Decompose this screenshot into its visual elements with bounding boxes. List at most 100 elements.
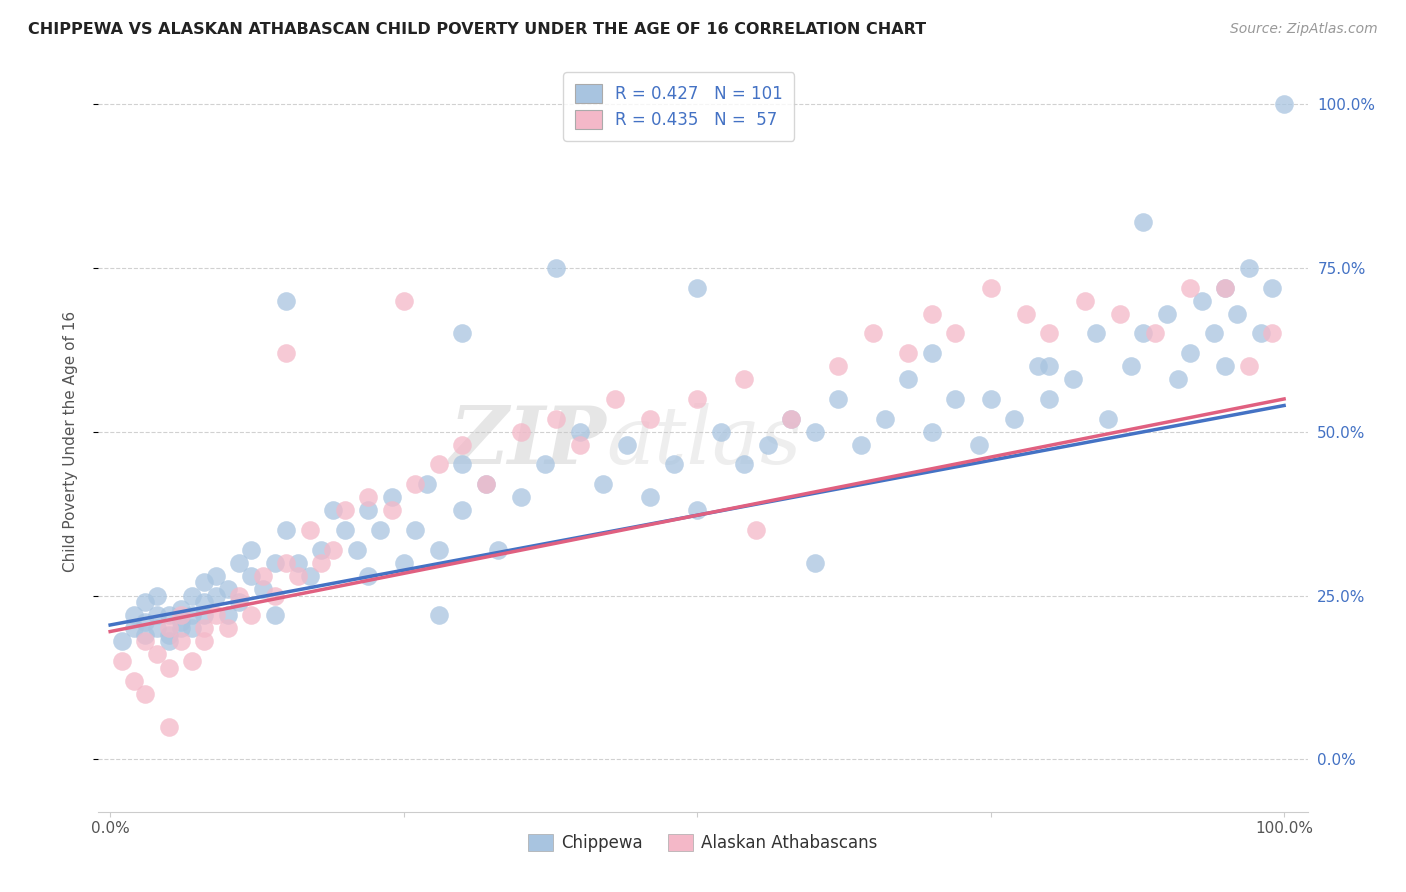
Point [333, 523, 356, 537]
Point [204, 569, 226, 583]
Point [263, 589, 285, 603]
Point [756, 438, 779, 452]
Point [263, 608, 285, 623]
Point [1237, 260, 1260, 275]
Point [181, 589, 204, 603]
Point [193, 575, 215, 590]
Point [638, 490, 661, 504]
Point [146, 589, 169, 603]
Point [1156, 307, 1178, 321]
Point [298, 523, 321, 537]
Point [263, 556, 285, 570]
Point [1250, 326, 1272, 341]
Point [1097, 411, 1119, 425]
Point [392, 556, 415, 570]
Point [451, 503, 474, 517]
Point [1226, 307, 1249, 321]
Point [945, 326, 967, 341]
Point [1015, 307, 1038, 321]
Point [1272, 97, 1295, 112]
Point [217, 621, 239, 635]
Point [333, 503, 356, 517]
Point [1215, 280, 1237, 294]
Point [451, 326, 474, 341]
Point [193, 608, 215, 623]
Point [686, 503, 709, 517]
Point [392, 293, 415, 308]
Point [193, 621, 215, 635]
Point [357, 569, 380, 583]
Point [780, 411, 803, 425]
Point [146, 608, 169, 623]
Point [603, 392, 626, 406]
Point [662, 458, 685, 472]
Point [169, 634, 191, 648]
Text: ZIP: ZIP [450, 403, 606, 480]
Point [546, 411, 568, 425]
Point [357, 490, 380, 504]
Point [181, 654, 204, 668]
Point [122, 673, 145, 688]
Point [1038, 392, 1060, 406]
Point [204, 589, 226, 603]
Point [276, 523, 298, 537]
Point [122, 608, 145, 623]
Point [1085, 326, 1108, 341]
Point [427, 608, 450, 623]
Point [827, 392, 849, 406]
Point [803, 556, 825, 570]
Point [510, 425, 533, 439]
Point [510, 490, 533, 504]
Point [169, 601, 191, 615]
Point [980, 392, 1002, 406]
Point [217, 608, 239, 623]
Point [134, 615, 156, 629]
Point [416, 477, 439, 491]
Point [1132, 326, 1154, 341]
Point [157, 628, 180, 642]
Point [710, 425, 733, 439]
Point [862, 326, 884, 341]
Point [827, 359, 849, 374]
Point [686, 392, 709, 406]
Point [276, 556, 298, 570]
Point [157, 621, 180, 635]
Point [921, 346, 943, 360]
Point [276, 293, 298, 308]
Point [1108, 307, 1130, 321]
Point [475, 477, 498, 491]
Point [568, 425, 591, 439]
Point [240, 542, 263, 557]
Point [546, 260, 568, 275]
Point [111, 654, 134, 668]
Point [780, 411, 803, 425]
Point [803, 425, 825, 439]
Point [298, 569, 321, 583]
Point [1261, 326, 1284, 341]
Point [252, 582, 274, 596]
Point [276, 346, 298, 360]
Point [287, 556, 309, 570]
Point [146, 648, 169, 662]
Point [287, 569, 309, 583]
Point [1237, 359, 1260, 374]
Point [967, 438, 990, 452]
Point [181, 621, 204, 635]
Point [368, 523, 391, 537]
Point [897, 346, 920, 360]
Point [1121, 359, 1143, 374]
Point [146, 621, 169, 635]
Point [134, 628, 156, 642]
Text: atlas: atlas [606, 403, 801, 480]
Point [157, 660, 180, 674]
Point [451, 458, 474, 472]
Point [322, 503, 344, 517]
Point [1143, 326, 1166, 341]
Point [252, 569, 274, 583]
Point [1026, 359, 1049, 374]
Point [157, 608, 180, 623]
Point [134, 687, 156, 701]
Point [381, 490, 404, 504]
Point [980, 280, 1002, 294]
Point [204, 608, 226, 623]
